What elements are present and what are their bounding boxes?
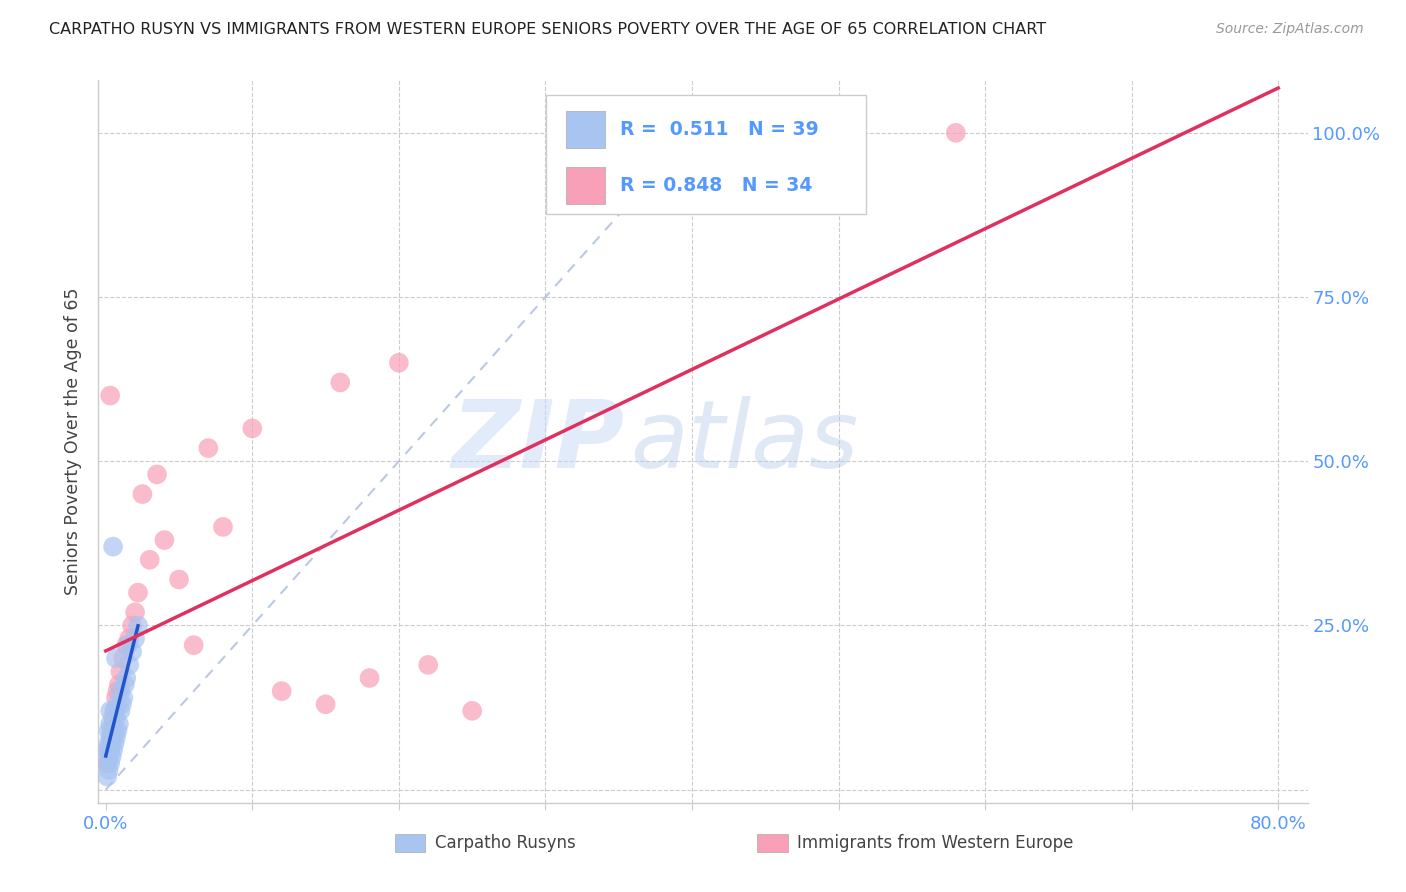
Point [100, 737, 122, 751]
Point [96, 756, 118, 771]
Point [315, 698, 337, 712]
Point [98, 737, 121, 751]
Point [118, 657, 141, 672]
Point [108, 677, 131, 691]
Point [197, 441, 219, 455]
Point [124, 605, 146, 619]
Text: R = 0.848   N = 34: R = 0.848 N = 34 [620, 177, 811, 195]
Point [146, 467, 169, 482]
Point [127, 585, 149, 599]
Point [96, 743, 118, 757]
Bar [395, 833, 425, 852]
Point [101, 730, 124, 744]
Point [212, 520, 235, 534]
Point [329, 376, 352, 390]
Point [240, 421, 263, 435]
Point [98, 704, 121, 718]
Point [121, 618, 143, 632]
Point [945, 126, 967, 140]
Point [115, 638, 138, 652]
Bar [567, 167, 605, 204]
Point [97, 723, 120, 738]
Point [183, 638, 205, 652]
Point [107, 723, 129, 738]
Point [98, 730, 121, 744]
Point [96, 770, 118, 784]
Point [103, 704, 125, 718]
Point [107, 684, 129, 698]
Point [107, 698, 129, 712]
Y-axis label: Seniors Poverty Over the Age of 65: Seniors Poverty Over the Age of 65 [65, 288, 83, 595]
Point [111, 698, 134, 712]
Point [127, 618, 149, 632]
Point [138, 553, 160, 567]
Point [105, 710, 128, 724]
Text: Immigrants from Western Europe: Immigrants from Western Europe [797, 833, 1074, 852]
Point [98, 717, 121, 731]
Point [97, 743, 120, 757]
Point [97, 737, 120, 751]
Point [101, 717, 124, 731]
Bar [567, 111, 605, 148]
Point [359, 671, 381, 685]
Point [118, 632, 141, 646]
Point [101, 743, 124, 757]
Point [98, 756, 121, 771]
Point [270, 684, 292, 698]
Point [100, 749, 122, 764]
Point [388, 356, 411, 370]
Text: atlas: atlas [630, 396, 859, 487]
Point [124, 632, 146, 646]
Text: Source: ZipAtlas.com: Source: ZipAtlas.com [1216, 22, 1364, 37]
Point [100, 730, 122, 744]
Point [105, 690, 128, 705]
Point [103, 723, 125, 738]
Point [418, 657, 440, 672]
Point [153, 533, 176, 547]
FancyBboxPatch shape [546, 95, 866, 214]
Point [98, 388, 121, 402]
Text: CARPATHO RUSYN VS IMMIGRANTS FROM WESTERN EUROPE SENIORS POVERTY OVER THE AGE OF: CARPATHO RUSYN VS IMMIGRANTS FROM WESTER… [49, 22, 1046, 37]
Point [110, 665, 132, 679]
Point [101, 540, 124, 554]
Point [110, 684, 132, 698]
Bar [758, 833, 787, 852]
Point [96, 756, 118, 771]
Point [112, 690, 135, 705]
Point [103, 704, 125, 718]
Point [112, 651, 135, 665]
Point [167, 573, 190, 587]
Point [117, 638, 139, 652]
Point [101, 710, 124, 724]
Point [114, 677, 136, 691]
Point [98, 743, 121, 757]
Text: ZIP: ZIP [451, 395, 624, 488]
Text: R =  0.511   N = 39: R = 0.511 N = 39 [620, 120, 818, 139]
Text: Carpatho Rusyns: Carpatho Rusyns [434, 833, 575, 852]
Point [110, 704, 132, 718]
Point [97, 749, 120, 764]
Point [105, 730, 128, 744]
Point [131, 487, 153, 501]
Point [461, 704, 484, 718]
Point [108, 717, 131, 731]
Point [115, 671, 138, 685]
Point [103, 737, 125, 751]
Point [121, 645, 143, 659]
Point [105, 651, 128, 665]
Point [100, 723, 122, 738]
Point [97, 763, 120, 777]
